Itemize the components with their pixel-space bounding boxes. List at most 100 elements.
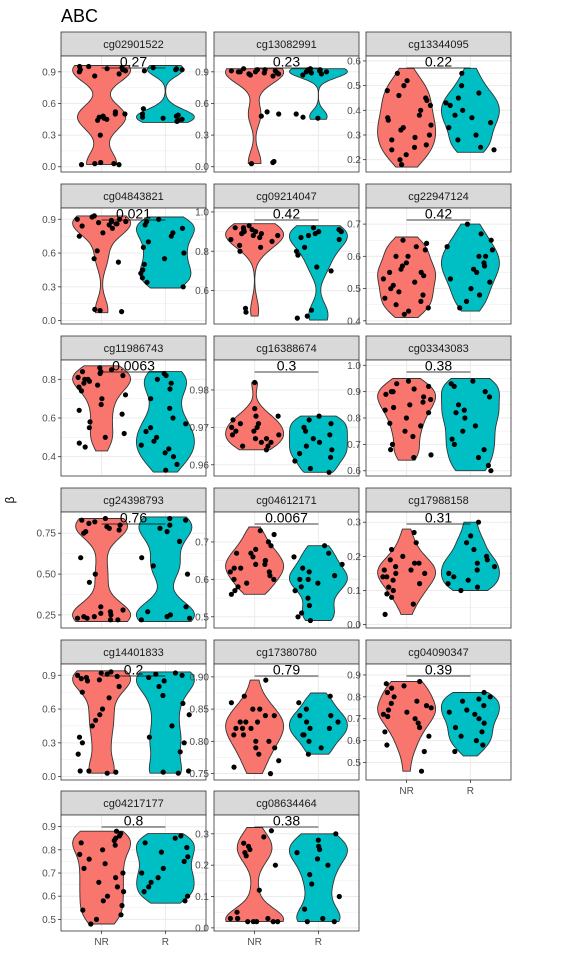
data-point [380,574,386,580]
data-point [252,436,259,442]
data-point [411,454,417,461]
data-point [228,236,234,243]
data-point [94,248,100,254]
data-point [305,751,311,757]
data-point [310,225,317,231]
data-point [328,268,334,274]
data-point [262,713,268,719]
data-point [240,732,247,738]
data-point [106,525,112,531]
data-point [303,706,309,712]
data-point [485,462,491,469]
data-point [387,269,393,275]
data-point [184,571,191,577]
data-point [148,879,154,885]
data-point [183,517,189,523]
data-point [389,137,395,143]
data-point [140,114,146,120]
data-point [157,525,163,531]
data-point [253,745,259,751]
data-point [86,378,93,384]
data-point [248,161,255,167]
data-point [146,734,152,740]
data-point [417,581,423,587]
data-point [115,259,121,265]
violin-R [440,692,500,757]
data-point [81,530,87,536]
data-point [263,436,270,442]
data-point [145,609,151,615]
data-point [253,561,259,568]
data-point [427,102,433,108]
y-tick-label: 0.5 [347,284,361,295]
data-point [382,729,388,735]
data-point [235,584,241,590]
data-point [108,669,114,675]
data-point [294,850,300,856]
data-point [114,673,120,680]
plot-border [213,359,360,477]
data-point [458,587,464,594]
plot-border [213,663,360,781]
data-point [98,610,104,616]
data-point [253,546,259,553]
data-point [464,540,470,546]
plot-border [213,511,360,629]
data-point [109,225,115,231]
data-point [92,161,98,167]
data-point [402,428,408,434]
data-point [478,231,484,237]
y-tick-label: 0.9 [347,387,361,398]
data-point [256,887,262,893]
data-point [382,407,388,413]
data-point [181,250,187,256]
data-point [396,92,402,99]
data-point [418,107,424,113]
data-point [471,266,477,272]
data-point [470,378,476,384]
data-point [386,584,392,590]
data-point [416,560,422,566]
data-point [306,738,312,744]
y-tick-label: 1.0 [195,207,209,218]
data-point [80,907,86,913]
data-point [480,742,486,748]
data-point [184,844,190,851]
data-point [413,244,419,250]
data-point [304,719,310,725]
data-point [99,706,106,712]
data-point [388,389,394,395]
violin-R [288,692,348,755]
data-point [459,83,465,89]
data-point [270,919,276,925]
y-tick-label: 0.3 [195,829,209,840]
data-point [257,234,263,241]
data-point [476,90,482,96]
data-point [481,689,487,696]
data-point [481,720,487,726]
panel-title: cg04090347 [408,647,469,659]
data-point [76,440,82,446]
data-point [451,441,457,447]
y-tick-label: 0.6 [347,736,361,747]
data-point [78,162,85,168]
panel-cg03343083: cg03343083 0.38 0.6 0.7 0.8 0.9 1.0 [347,335,512,477]
data-point [272,745,278,751]
data-point [428,705,434,711]
y-tick-label: 0.96 [190,460,210,471]
data-point [97,365,103,371]
data-point [248,550,254,556]
data-point [401,683,407,689]
data-point [328,713,334,719]
data-point [233,725,239,732]
panel-cg22947124: cg22947124 0.42 0.4 0.5 0.6 0.7 [347,183,512,327]
data-point [451,383,457,389]
data-point [390,577,396,583]
data-point [297,576,303,583]
y-tick-label: 0.75 [37,529,57,540]
plot-border [213,207,360,325]
data-point [81,865,87,872]
data-point [297,713,303,719]
data-point [455,137,461,143]
data-point [86,425,92,431]
